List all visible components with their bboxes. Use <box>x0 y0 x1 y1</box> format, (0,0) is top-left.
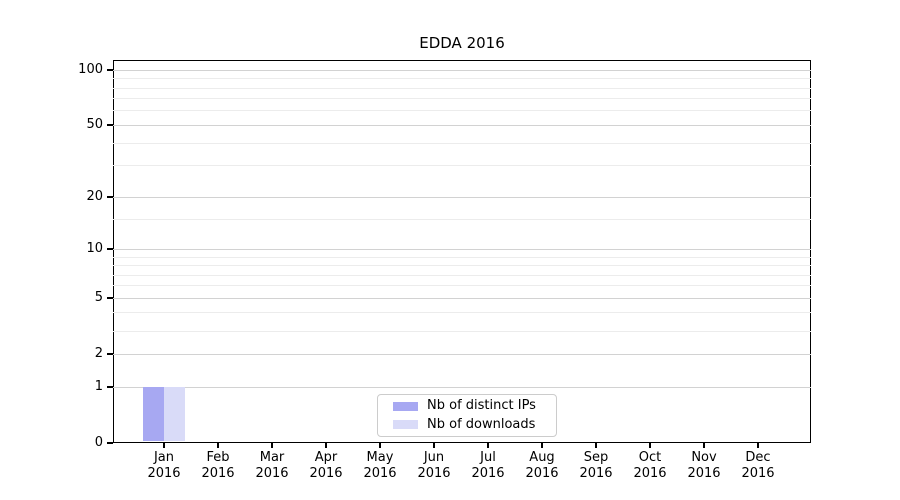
major-gridline <box>113 196 811 198</box>
x-tick-month: Aug <box>529 450 555 465</box>
x-tick-month: Jan <box>153 450 175 465</box>
minor-gridline <box>113 218 811 220</box>
major-gridline <box>113 297 811 299</box>
y-tick-mark <box>107 248 113 251</box>
legend-swatch-distinct-ips <box>393 401 418 411</box>
x-tick-year: 2016 <box>579 466 613 481</box>
x-tick-month: Jun <box>423 450 445 465</box>
major-gridline <box>113 248 811 250</box>
y-tick-label: 20 <box>86 189 103 205</box>
x-tick-mark <box>379 443 381 448</box>
legend-entry: Nb of distinct IPs <box>393 397 548 415</box>
minor-gridline <box>113 312 811 314</box>
bar-downloads <box>164 387 185 442</box>
y-tick-mark <box>107 386 113 388</box>
x-tick-month: Mar <box>259 450 285 465</box>
minor-gridline <box>113 98 811 100</box>
minor-gridline <box>113 274 811 276</box>
x-tick-mark <box>595 443 597 448</box>
x-tick-label: Aug 2016 <box>514 450 570 482</box>
chart-title: EDDA 2016 <box>419 34 505 52</box>
x-tick-mark <box>541 443 543 448</box>
x-tick-year: 2016 <box>147 466 181 481</box>
x-tick-year: 2016 <box>255 466 289 481</box>
x-tick-mark <box>271 443 273 448</box>
minor-gridline <box>113 285 811 287</box>
x-tick-year: 2016 <box>363 466 397 481</box>
x-tick-mark <box>433 443 435 448</box>
x-tick-mark <box>217 443 219 448</box>
x-tick-mark <box>487 443 489 448</box>
x-tick-year: 2016 <box>471 466 505 481</box>
x-tick-mark <box>649 443 651 448</box>
x-tick-month: Oct <box>638 450 662 465</box>
x-tick-year: 2016 <box>417 466 451 481</box>
y-tick-label: 2 <box>94 346 103 362</box>
x-tick-label: Mar 2016 <box>244 450 300 482</box>
y-tick-mark <box>107 297 113 300</box>
major-gridline <box>113 124 811 126</box>
x-tick-month: Dec <box>745 450 771 465</box>
y-tick-mark <box>107 353 113 356</box>
x-tick-year: 2016 <box>309 466 343 481</box>
y-tick-label: 100 <box>78 62 103 78</box>
y-tick-mark <box>107 196 113 199</box>
minor-gridline <box>113 142 811 144</box>
x-tick-month: Sep <box>583 450 609 465</box>
legend-entry: Nb of downloads <box>393 416 548 434</box>
x-tick-label: Apr 2016 <box>298 450 354 482</box>
x-tick-month: Feb <box>206 450 230 465</box>
y-tick-mark <box>107 124 113 127</box>
x-tick-label: Oct 2016 <box>622 450 678 482</box>
minor-gridline <box>113 330 811 332</box>
x-tick-mark <box>757 443 759 448</box>
legend-label: Nb of distinct IPs <box>427 398 536 414</box>
y-tick-label: 5 <box>94 290 103 306</box>
x-tick-label: Sep 2016 <box>568 450 624 482</box>
x-tick-label: May 2016 <box>352 450 408 482</box>
y-tick-label: 50 <box>86 117 103 133</box>
minor-gridline <box>113 87 811 89</box>
x-tick-label: Jul 2016 <box>460 450 516 482</box>
plot-area <box>113 60 811 443</box>
x-tick-label: Feb 2016 <box>190 450 246 482</box>
x-tick-month: Apr <box>314 450 338 465</box>
legend-swatch-downloads <box>393 420 418 430</box>
x-tick-year: 2016 <box>201 466 235 481</box>
minor-gridline <box>113 110 811 112</box>
x-tick-label: Jan 2016 <box>136 450 192 482</box>
minor-gridline <box>113 165 811 167</box>
x-tick-year: 2016 <box>633 466 667 481</box>
x-tick-label: Nov 2016 <box>676 450 732 482</box>
x-tick-label: Dec 2016 <box>730 450 786 482</box>
legend: Nb of distinct IPs Nb of downloads <box>377 394 557 437</box>
legend-label: Nb of downloads <box>427 416 536 432</box>
x-tick-mark <box>163 443 165 448</box>
x-tick-year: 2016 <box>687 466 721 481</box>
x-tick-month: Nov <box>691 450 717 465</box>
x-tick-month: Jul <box>480 450 496 465</box>
x-tick-year: 2016 <box>525 466 559 481</box>
bar-distinct-ips <box>143 387 164 442</box>
minor-gridline <box>113 256 811 258</box>
x-tick-month: May <box>366 450 394 465</box>
y-tick-label: 10 <box>86 241 103 257</box>
x-tick-label: Jun 2016 <box>406 450 462 482</box>
minor-gridline <box>113 265 811 266</box>
y-tick-mark <box>107 69 113 72</box>
major-gridline <box>113 69 811 71</box>
major-gridline <box>113 353 811 355</box>
minor-gridline <box>113 78 811 80</box>
x-tick-mark <box>325 443 327 448</box>
x-tick-year: 2016 <box>741 466 775 481</box>
major-gridline <box>113 386 811 388</box>
y-tick-label: 0 <box>94 435 103 450</box>
y-tick-label: 1 <box>94 379 103 394</box>
x-tick-mark <box>703 443 705 448</box>
y-tick-mark <box>107 442 113 444</box>
